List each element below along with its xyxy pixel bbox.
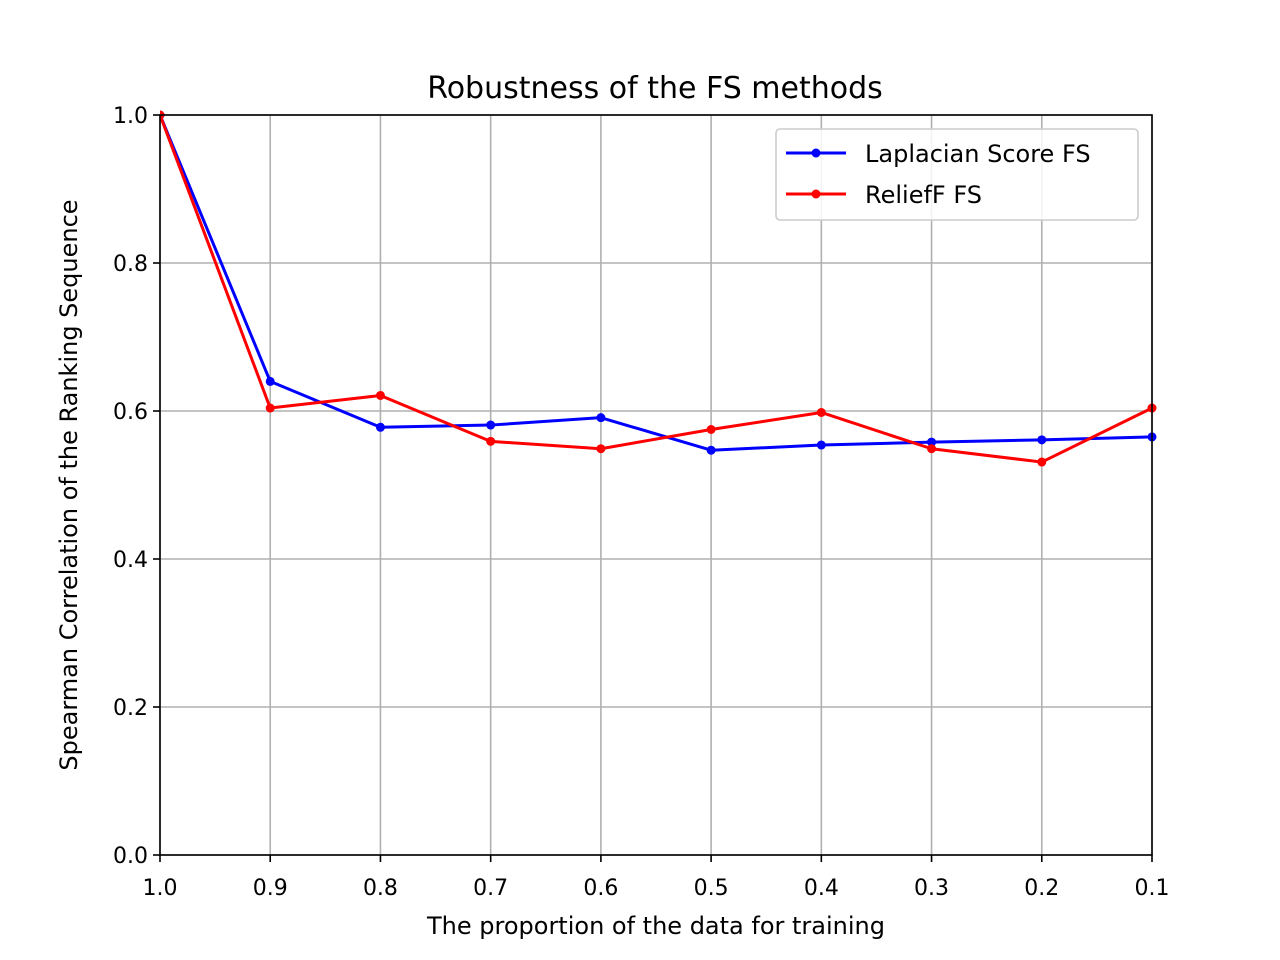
x-tick-label: 0.3 [914, 876, 949, 901]
chart-title: Robustness of the FS methods [427, 71, 883, 106]
legend: Laplacian Score FS ReliefF FS [775, 128, 1139, 221]
data-point [706, 445, 716, 455]
x-tick-label: 0.6 [583, 876, 618, 901]
x-tick-label: 1.0 [143, 876, 178, 901]
x-tick-label: 0.9 [253, 876, 288, 901]
data-point [375, 390, 385, 400]
x-tick-label: 0.7 [473, 876, 508, 901]
y-axis-label: Spearman Correlation of the Ranking Sequ… [55, 199, 83, 770]
x-tick-label: 0.8 [363, 876, 398, 901]
series-line-0 [160, 114, 1153, 452]
data-point [816, 407, 826, 417]
data-point [1037, 457, 1047, 467]
legend-label: Laplacian Score FS [865, 140, 1091, 168]
legend-box [775, 128, 1139, 221]
legend-label: ReliefF FS [865, 181, 982, 209]
data-point [596, 444, 606, 454]
data-point [486, 420, 496, 430]
x-axis-label: The proportion of the data for training [426, 912, 885, 940]
legend-marker [811, 189, 821, 199]
y-tick-label: 1.0 [113, 104, 148, 129]
data-point [596, 413, 606, 423]
x-tick-label: 0.4 [804, 876, 839, 901]
data-point [265, 403, 275, 413]
data-point [1037, 435, 1047, 445]
y-tick-label: 0.2 [113, 696, 148, 721]
series-layer [160, 110, 1157, 467]
y-tick-label: 0.0 [113, 844, 148, 869]
x-tick-label: 0.2 [1024, 876, 1059, 901]
x-tick-label: 0.5 [694, 876, 729, 901]
y-tick-label: 0.4 [113, 548, 148, 573]
axis-ticks: 1.0 0.9 0.8 0.7 0.6 0.5 0.4 0.3 0.2 0.1 0.0 0.2 0.4 0… [113, 104, 1170, 901]
data-point [816, 440, 826, 450]
grid [159, 114, 1153, 856]
data-point [265, 376, 275, 386]
y-tick-label: 0.6 [113, 400, 148, 425]
plot-frame [159, 114, 1153, 856]
data-point [927, 437, 937, 447]
y-tick-label: 0.8 [113, 252, 148, 277]
x-tick-label: 0.1 [1135, 876, 1170, 901]
data-point [486, 436, 496, 446]
data-point [375, 422, 385, 432]
data-point [706, 425, 716, 434]
series-line-1 [160, 114, 1153, 464]
data-point [927, 444, 937, 454]
legend-marker [811, 148, 821, 158]
